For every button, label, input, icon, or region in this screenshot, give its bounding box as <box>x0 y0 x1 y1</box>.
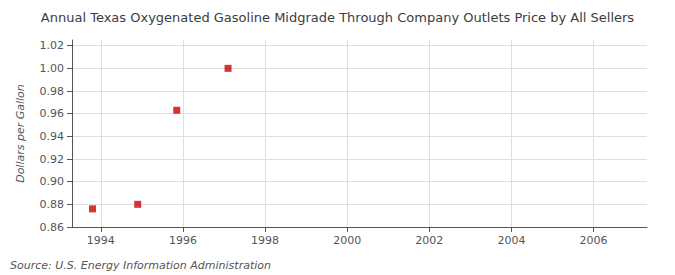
svg-text:0.96: 0.96 <box>40 107 65 120</box>
svg-text:0.86: 0.86 <box>40 221 65 234</box>
svg-text:0.92: 0.92 <box>40 153 65 166</box>
svg-text:Dollars per Gallon: Dollars per Gallon <box>14 84 27 183</box>
svg-text:0.94: 0.94 <box>40 130 65 143</box>
svg-text:2004: 2004 <box>497 234 525 247</box>
svg-text:0.98: 0.98 <box>40 85 65 98</box>
svg-text:Annual Texas Oxygenated Gasoli: Annual Texas Oxygenated Gasoline Midgrad… <box>41 10 635 25</box>
svg-text:1.02: 1.02 <box>40 39 65 52</box>
svg-text:1996: 1996 <box>169 234 197 247</box>
svg-text:Source: U.S. Energy Informatio: Source: U.S. Energy Information Administ… <box>10 259 271 272</box>
svg-text:2002: 2002 <box>415 234 443 247</box>
svg-text:2006: 2006 <box>580 234 608 247</box>
svg-text:1998: 1998 <box>251 234 279 247</box>
svg-text:0.90: 0.90 <box>40 175 65 188</box>
svg-text:2000: 2000 <box>333 234 361 247</box>
svg-text:1994: 1994 <box>87 234 115 247</box>
svg-text:1.00: 1.00 <box>40 62 65 75</box>
svg-text:0.88: 0.88 <box>40 198 65 211</box>
